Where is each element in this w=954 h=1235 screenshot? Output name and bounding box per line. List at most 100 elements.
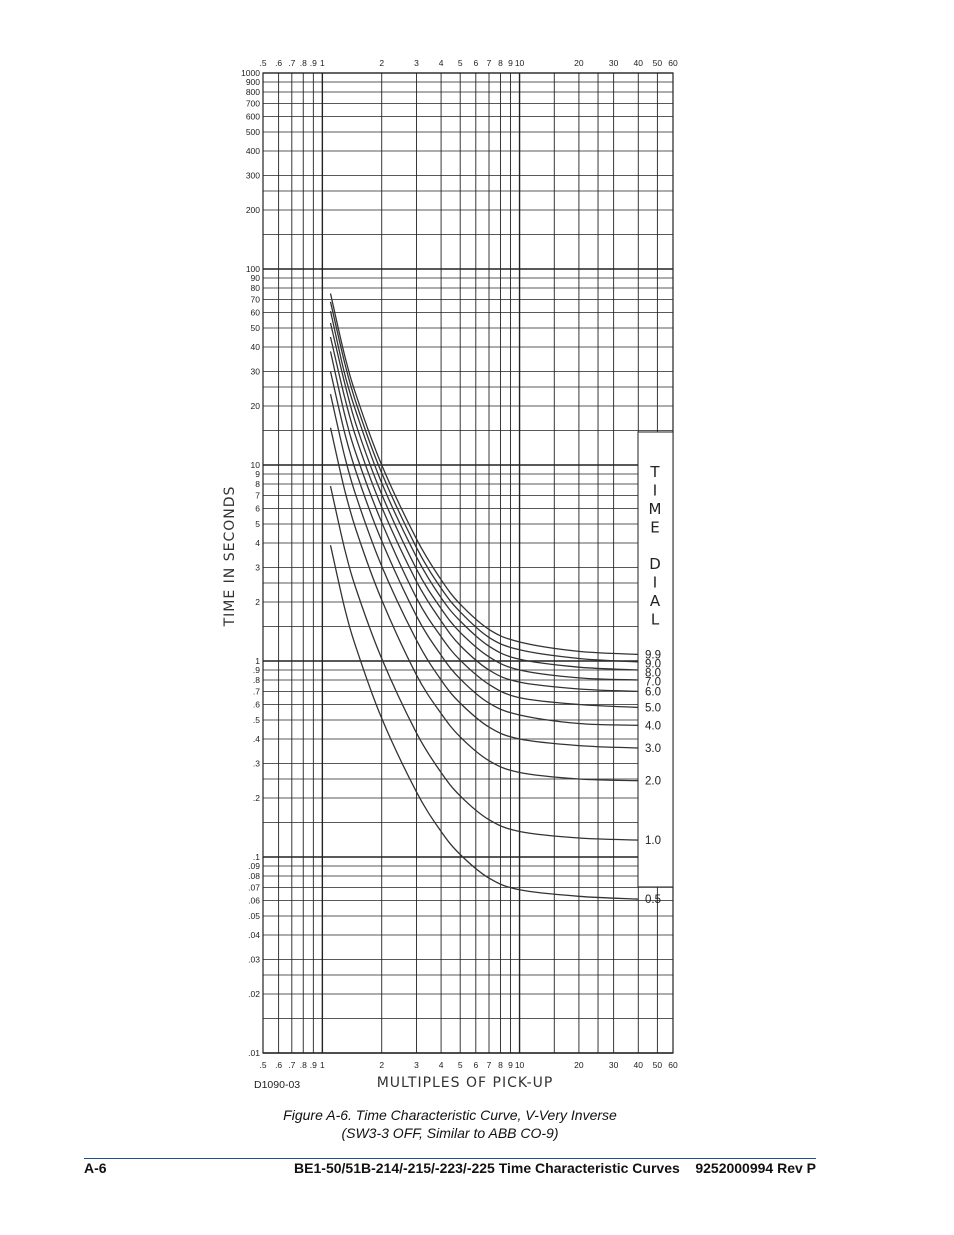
x-tick-label: 60 xyxy=(668,1060,678,1070)
y-tick-label: .07 xyxy=(248,882,260,892)
page-number: A-6 xyxy=(84,1160,107,1176)
time-dial-labels: 9.99.08.07.06.0 5.0 4.0 3.0 2.0 1.0 0.5 xyxy=(645,649,661,906)
y-tick-label: .06 xyxy=(248,895,260,905)
x-tick-label: .5 xyxy=(259,58,266,68)
curve-time-dial-7-0 xyxy=(329,322,639,681)
y-tick-label: 90 xyxy=(251,273,261,283)
document-title: BE1-50/51B-214/-215/-223/-225 Time Chara… xyxy=(294,1160,816,1176)
legend-title-letter: D xyxy=(649,555,661,573)
y-tick-label: 600 xyxy=(246,111,260,121)
x-tick-label: 50 xyxy=(653,1060,663,1070)
y-tick-label: 8 xyxy=(255,479,260,489)
legend-title-letter: A xyxy=(650,592,661,610)
y-tick-label: 3 xyxy=(255,562,260,572)
y-tick-label: 80 xyxy=(251,283,261,293)
x-tick-label: 10 xyxy=(515,58,525,68)
x-tick-label: 4 xyxy=(439,58,444,68)
drawing-code: D1090-03 xyxy=(254,1079,300,1091)
legend-title-letter: I xyxy=(653,574,657,592)
y-tick-label: .08 xyxy=(248,871,260,881)
footer-rule xyxy=(84,1158,816,1159)
y-tick-label: .03 xyxy=(248,954,260,964)
time-dial-legend-box xyxy=(637,431,674,888)
legend-title-letter: M xyxy=(649,500,662,518)
y-tick-label: 9 xyxy=(255,469,260,479)
y-tick-label: .5 xyxy=(253,715,260,725)
y-tick-label: .8 xyxy=(253,675,260,685)
legend-title-letter: E xyxy=(650,519,659,537)
y-tick-label: .1 xyxy=(253,852,260,862)
y-tick-label: 4 xyxy=(255,538,260,548)
x-tick-label: 20 xyxy=(574,58,584,68)
legend-title-letter: L xyxy=(651,611,660,629)
y-tick-label: 7 xyxy=(255,490,260,500)
curve-time-dial-4-0 xyxy=(329,371,639,726)
x-tick-label: 40 xyxy=(634,1060,644,1070)
curve-time-dial-5-0 xyxy=(329,351,639,709)
figure-caption-title: Figure A-6. Time Characteristic Curve, V… xyxy=(283,1107,617,1123)
curve-time-dial-9-9 xyxy=(329,293,639,656)
curve-time-dial-3-0 xyxy=(329,393,639,749)
x-tick-label: 3 xyxy=(414,58,419,68)
y-tick-label: 60 xyxy=(251,307,261,317)
y-tick-label: .2 xyxy=(253,793,260,803)
time-dial-label: 4.0 xyxy=(645,720,661,732)
y-tick-label: .05 xyxy=(248,911,260,921)
x-tick-label: .8 xyxy=(300,1060,307,1070)
y-tick-label: 100 xyxy=(246,264,260,274)
x-tick-label: .8 xyxy=(300,58,307,68)
curve-time-dial-0-5 xyxy=(329,545,639,900)
y-tick-label: .02 xyxy=(248,989,260,999)
y-tick-label: 5 xyxy=(255,519,260,529)
y-tick-label: 500 xyxy=(246,127,260,137)
y-tick-label: .7 xyxy=(253,686,260,696)
x-tick-labels-bottom: .5 .6 .7 .8.9 1 2 3 4 5 6 7 8 9 10 20 30 40 50 60 xyxy=(259,1060,678,1070)
x-tick-label: 8 xyxy=(498,58,503,68)
time-dial-label: 5.0 xyxy=(645,702,661,714)
time-dial-label: 3.0 xyxy=(645,743,661,755)
y-tick-label: .4 xyxy=(253,734,260,744)
x-tick-label: 30 xyxy=(609,58,619,68)
curve-time-dial-1-0 xyxy=(329,485,639,841)
x-tick-label: 9 xyxy=(508,1060,513,1070)
time-dial-label: 7.0 xyxy=(645,676,661,688)
time-dial-label: 0.5 xyxy=(645,894,661,906)
x-tick-label: .9 xyxy=(310,1060,317,1070)
time-dial-label: 9.0 xyxy=(645,658,661,670)
y-tick-label: 10 xyxy=(251,460,261,470)
x-tick-label: 2 xyxy=(379,1060,384,1070)
y-tick-label: .01 xyxy=(248,1048,260,1058)
x-axis-title: MULTIPLES OF PICK-UP xyxy=(377,1075,554,1091)
y-tick-label: 20 xyxy=(251,401,261,411)
x-tick-label: .7 xyxy=(288,1060,295,1070)
time-dial-label: 2.0 xyxy=(645,776,661,788)
y-tick-label: .9 xyxy=(253,665,260,675)
x-tick-label: 6 xyxy=(473,58,478,68)
curve-time-dial-9-0 xyxy=(329,301,639,663)
x-tick-label: .6 xyxy=(275,58,282,68)
y-tick-label: 1 xyxy=(255,656,260,666)
x-tick-label: 10 xyxy=(515,1060,525,1070)
y-tick-label: 70 xyxy=(251,294,261,304)
figure-caption-subtitle: (SW3-3 OFF, Similar to ABB CO-9) xyxy=(341,1125,559,1141)
y-tick-label: 2 xyxy=(255,597,260,607)
curve-time-dial-8-0 xyxy=(329,310,639,671)
x-tick-label: 1 xyxy=(320,58,325,68)
legend-title-letter: T xyxy=(649,463,660,481)
y-tick-label: 200 xyxy=(246,205,260,215)
x-tick-label: 9 xyxy=(508,58,513,68)
y-tick-label: .09 xyxy=(248,861,260,871)
x-tick-label: 6 xyxy=(473,1060,478,1070)
y-tick-label: 700 xyxy=(246,98,260,108)
x-tick-label: 7 xyxy=(487,58,492,68)
time-dial-curves xyxy=(329,293,639,900)
y-tick-label: 40 xyxy=(251,342,261,352)
plot-frame xyxy=(262,72,674,1054)
x-tick-label: 50 xyxy=(653,58,663,68)
curve-time-dial-2-0 xyxy=(329,427,639,782)
y-tick-label: 1000 xyxy=(241,68,260,78)
x-tick-label: .6 xyxy=(275,1060,282,1070)
y-tick-label: 900 xyxy=(246,77,260,87)
curve-time-dial-6-0 xyxy=(329,336,639,693)
